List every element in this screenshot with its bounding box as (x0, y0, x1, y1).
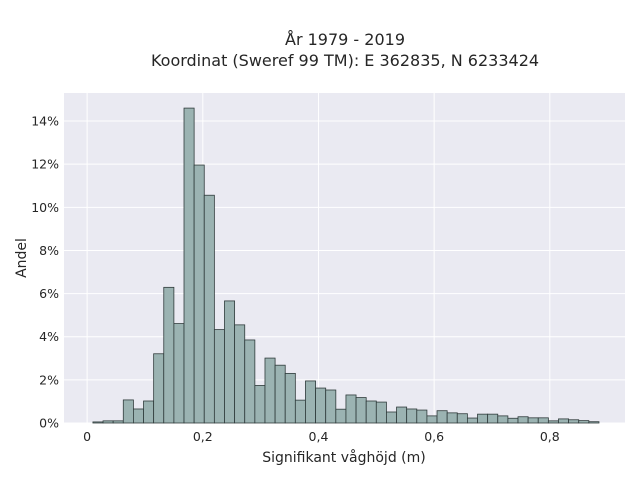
histogram-bar (365, 400, 377, 424)
histogram-bar (173, 323, 185, 424)
histogram-bar (386, 411, 397, 424)
histogram-bar (193, 164, 205, 424)
y-tick-label: 14% (31, 114, 59, 129)
histogram-bar (527, 417, 539, 424)
histogram-bar (345, 394, 357, 424)
histogram-bar (102, 420, 114, 424)
x-tick-label: 0,2 (193, 429, 213, 444)
histogram-bar (133, 408, 144, 424)
histogram-bar (203, 194, 215, 424)
histogram-bar (547, 420, 559, 424)
histogram-bar (143, 400, 155, 424)
histogram-bar (558, 418, 570, 424)
histogram-bar (315, 387, 327, 424)
histogram-bar (588, 421, 600, 424)
histogram-bar (446, 412, 458, 424)
y-tick-label: 8% (39, 243, 59, 258)
histogram-bar (153, 353, 165, 424)
histogram-bar (456, 413, 468, 424)
histogram-bar (477, 413, 489, 424)
histogram-bar (375, 401, 387, 424)
x-tick-labels: 0 0,2 0,4 0,6 0,8 (83, 429, 560, 444)
y-tick-label: 6% (39, 286, 59, 301)
histogram-bar (234, 324, 246, 424)
histogram-bar (284, 372, 296, 424)
x-tick-label: 0,8 (540, 429, 560, 444)
histogram-bar (497, 415, 509, 424)
histogram-bar (264, 357, 276, 424)
y-tick-label: 4% (39, 329, 59, 344)
y-tick-label: 10% (31, 200, 59, 215)
histogram-bar (426, 415, 438, 424)
histogram-bar (294, 399, 306, 424)
histogram-bar (507, 417, 519, 424)
y-tick-label: 2% (39, 372, 59, 387)
y-tick-label: 0% (39, 416, 59, 431)
histogram-bar (112, 420, 124, 424)
histogram-bar (355, 397, 367, 424)
histogram-bar (487, 413, 499, 424)
histogram-bar (396, 406, 408, 424)
histogram-bar (335, 408, 347, 424)
histogram-bar (224, 300, 236, 424)
histogram-bar (213, 329, 225, 424)
histogram-bar (274, 364, 286, 424)
histogram-bar (244, 339, 256, 424)
histogram-bar (578, 420, 590, 424)
y-axis-label: Andel (14, 238, 30, 278)
histogram-bar (163, 286, 175, 424)
x-tick-label: 0,4 (309, 429, 329, 444)
histogram-bar (416, 409, 428, 424)
x-tick-label: 0,6 (424, 429, 444, 444)
y-tick-labels: 0% 2% 4% 6% 8% 10% 12% 14% (31, 114, 59, 431)
histogram-bar (406, 408, 418, 424)
histogram-bar (183, 107, 195, 424)
chart-title-line1: År 1979 - 2019 (285, 30, 405, 49)
x-tick-label: 0 (83, 429, 91, 444)
histogram-bar (254, 385, 266, 424)
histogram-bar (568, 419, 580, 424)
histogram-bar (305, 380, 316, 424)
histogram-bar (466, 417, 478, 424)
histogram-bars (92, 107, 600, 424)
histogram-bar (122, 399, 134, 424)
histogram-bar (92, 421, 104, 424)
plot-area (64, 93, 625, 423)
x-axis-label: Signifikant våghöjd (m) (262, 449, 425, 466)
histogram-bar (517, 416, 529, 424)
histogram-bar (537, 417, 549, 424)
histogram-bar (436, 410, 448, 424)
y-tick-label: 12% (31, 157, 59, 172)
chart-title-line2: Koordinat (Sweref 99 TM): E 362835, N 62… (151, 51, 539, 70)
histogram-bar (325, 389, 337, 424)
